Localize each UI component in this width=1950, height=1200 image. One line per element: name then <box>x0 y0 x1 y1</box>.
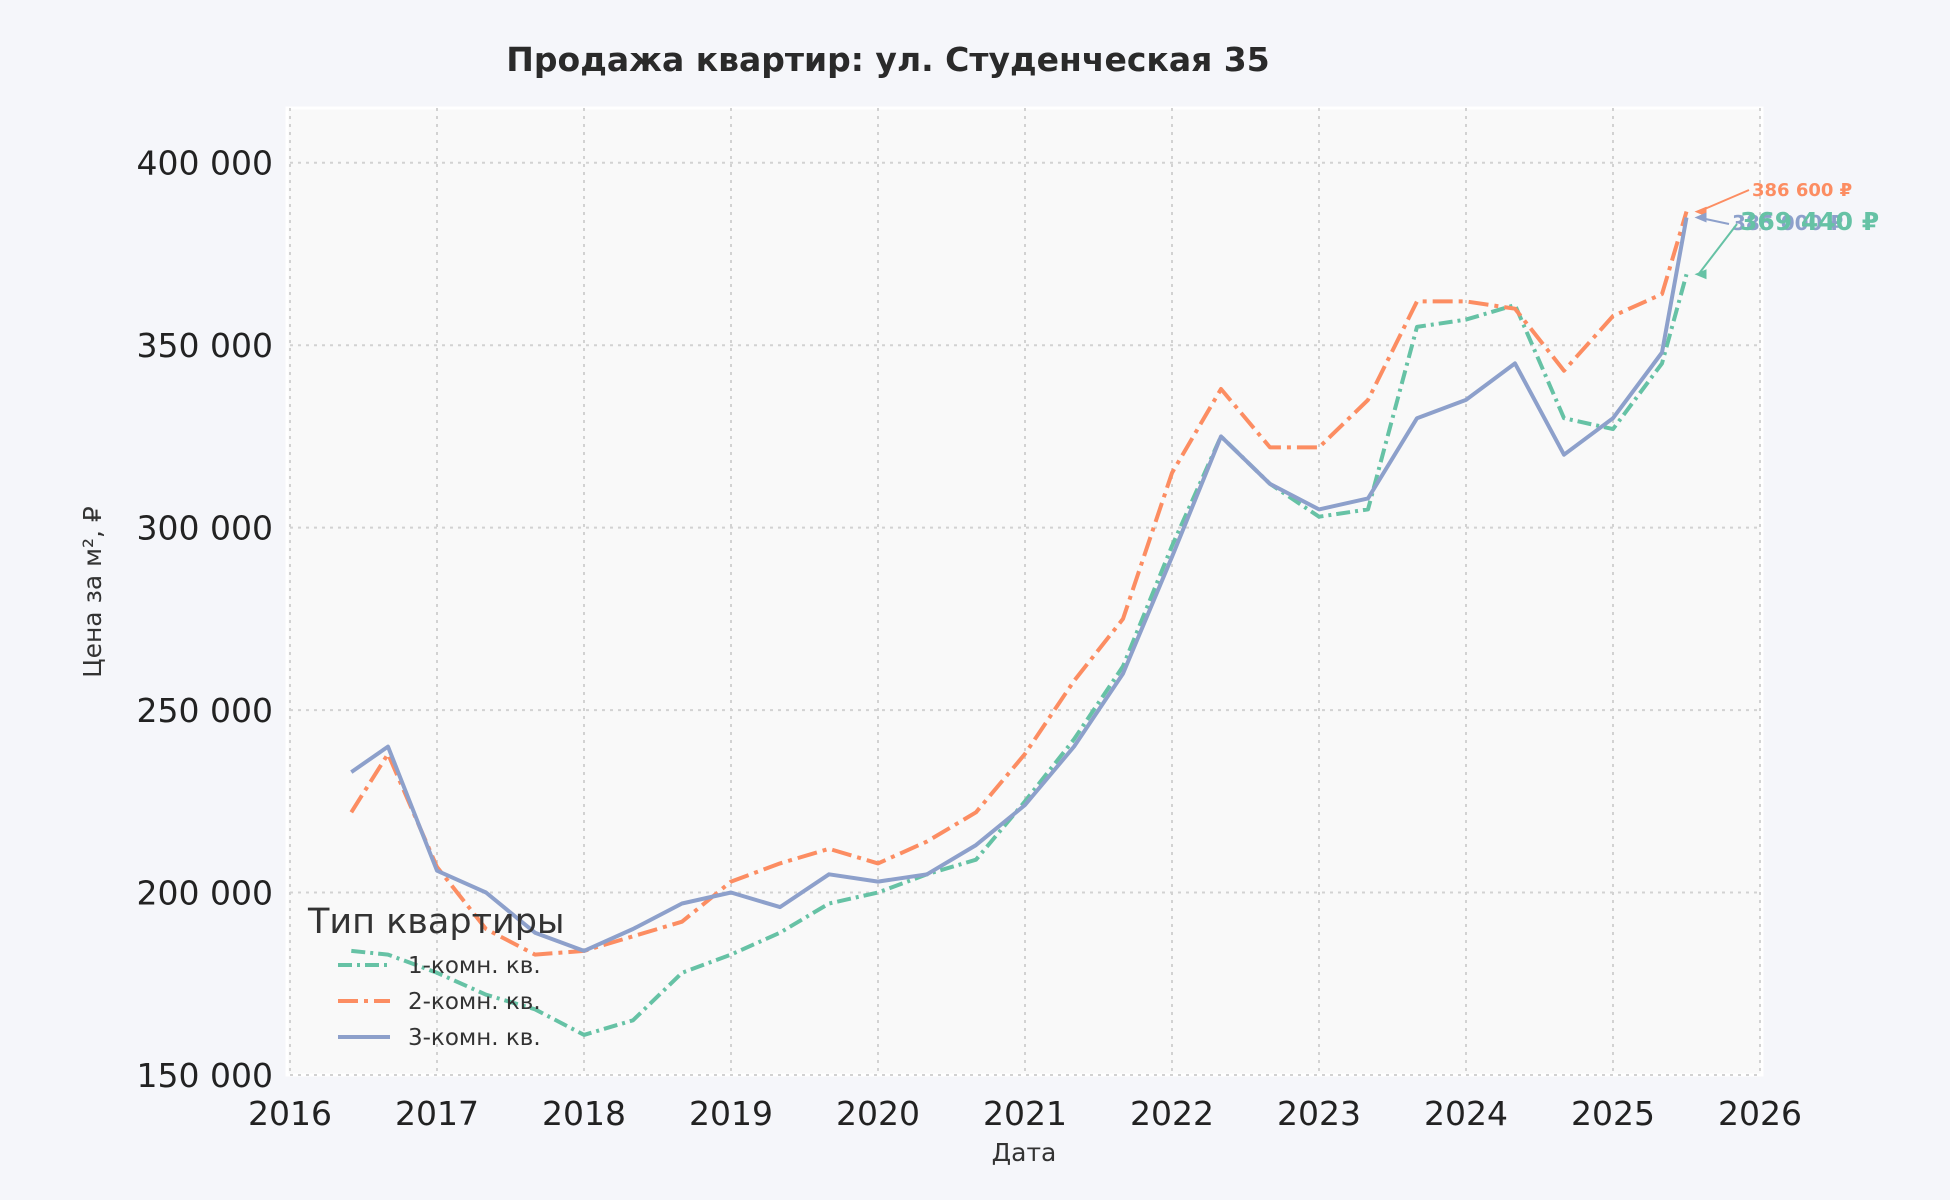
y-tick-label: 200 000 <box>137 874 273 913</box>
series-line <box>349 211 1689 957</box>
series-line <box>350 217 1689 953</box>
legend-title: Тип квартиры <box>307 902 565 942</box>
x-tick-label: 2017 <box>395 1094 479 1133</box>
y-tick-label: 400 000 <box>137 144 273 183</box>
y-axis-label: Цена за м², ₽ <box>78 506 107 678</box>
x-tick-label: 2023 <box>1277 1094 1361 1133</box>
y-tick-label: 300 000 <box>137 509 273 548</box>
x-tick-label: 2018 <box>542 1094 626 1133</box>
annotation-arrowhead <box>1694 212 1707 223</box>
x-tick-label: 2019 <box>689 1094 773 1133</box>
annotation-label: 385 000 ₽ <box>1732 211 1843 235</box>
series-lines <box>349 211 1689 1037</box>
legend: Тип квартиры 1-комн. кв. 2-комн. кв. 3-ком… <box>307 902 565 1051</box>
y-tick-label: 150 000 <box>137 1056 273 1095</box>
series-line <box>351 273 1689 1037</box>
annotation-arrow <box>1697 223 1738 275</box>
legend-item-label: 1-комн. кв. <box>408 953 541 979</box>
x-axis-ticks: 2016 2017 2018 2019 2020 2021 2022 2023 2024 2025… <box>248 1094 1802 1133</box>
x-tick-label: 2021 <box>983 1094 1067 1133</box>
legend-items: 1-комн. кв. 2-комн. кв. 3-комн. кв. <box>338 953 541 1051</box>
annotation-label: 369 440 ₽ <box>1740 207 1879 236</box>
x-tick-label: 2020 <box>836 1094 920 1133</box>
chart-title: Продажа квартир: ул. Студенческая 35 <box>506 40 1269 79</box>
x-tick-label: 2026 <box>1718 1094 1802 1133</box>
annotations: 386 600 ₽ 385 000 ₽369 440 ₽ <box>1694 180 1879 280</box>
y-tick-label: 350 000 <box>137 326 273 365</box>
x-tick-label: 2025 <box>1571 1094 1655 1133</box>
grid-lines <box>289 108 1761 1076</box>
x-axis-label: Дата <box>992 1138 1057 1167</box>
annotation-arrowhead <box>1694 269 1707 280</box>
y-tick-label: 250 000 <box>137 691 273 730</box>
legend-item-label: 3-комн. кв. <box>408 1025 541 1051</box>
y-axis-ticks: 150 000 200 000 250 000 300 000 350 000 400 0… <box>137 144 273 1095</box>
annotation-arrow <box>1698 189 1750 213</box>
annotation-label: 386 600 ₽ <box>1752 180 1852 201</box>
legend-item-label: 2-комн. кв. <box>408 989 541 1015</box>
x-tick-label: 2024 <box>1424 1094 1508 1133</box>
x-tick-label: 2016 <box>248 1094 332 1133</box>
x-tick-label: 2022 <box>1130 1094 1214 1133</box>
